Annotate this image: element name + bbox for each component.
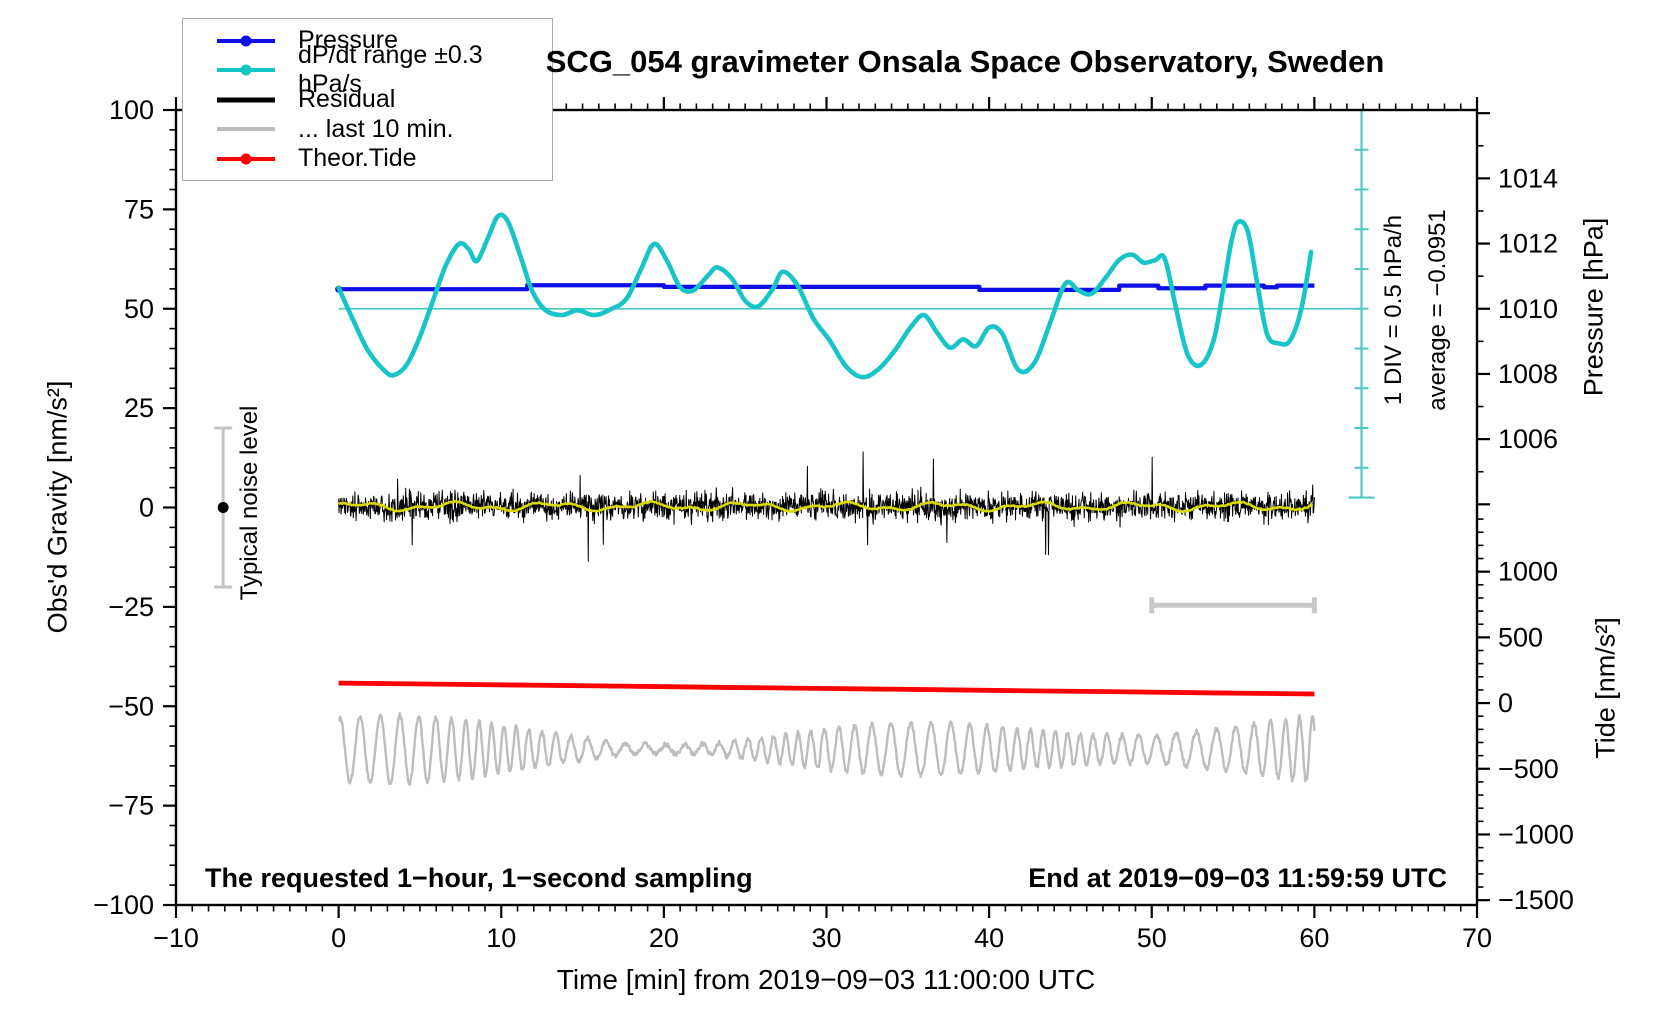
average-annotation: average = −0.0951 xyxy=(1424,209,1451,411)
tide-axis-tick-label: −500 xyxy=(1498,754,1559,784)
left-axis-tick-label: 25 xyxy=(124,393,154,423)
series-dpdt xyxy=(336,212,1314,380)
tide-axis-tick-label: 1000 xyxy=(1498,557,1558,587)
legend-dot-icon xyxy=(240,35,252,47)
left-axis-tick-label: −75 xyxy=(108,791,154,821)
x-axis-tick-label: 30 xyxy=(811,923,841,953)
legend-item: Theor.Tide xyxy=(183,144,552,174)
tide-axis-label: Tide [nm/s²] xyxy=(1590,617,1621,759)
tide-axis-tick-label: 500 xyxy=(1498,622,1543,652)
tide-axis-tick-label: 0 xyxy=(1498,688,1513,718)
pressure-axis-tick-label: 1012 xyxy=(1498,229,1558,259)
x-axis-tick-label: −10 xyxy=(153,923,199,953)
series-theor-tide xyxy=(338,680,1315,697)
legend-swatch-line-icon xyxy=(217,94,275,106)
pressure-axis-tick-label: 1006 xyxy=(1498,424,1558,454)
legend-item-label: Residual xyxy=(298,85,396,114)
x-axis-label: Time [min] from 2019−09−03 11:00:00 UTC xyxy=(556,964,1096,995)
noise-level-dot xyxy=(217,502,229,513)
left-axis-label: Obs'd Gravity [nm/s²] xyxy=(42,380,73,634)
chart-title: SCG_054 gravimeter Onsala Space Observat… xyxy=(545,44,1385,79)
legend-swatch-line-icon xyxy=(217,64,275,76)
end-time-annotation: End at 2019−09−03 11:59:59 UTC xyxy=(1028,863,1447,893)
series-last10 xyxy=(337,711,1316,786)
x-axis-tick-label: 0 xyxy=(331,923,346,953)
noise-level-label: Typical noise level xyxy=(236,405,263,601)
legend-item-label: Theor.Tide xyxy=(298,144,417,173)
left-axis-tick-label: 0 xyxy=(139,493,154,523)
series-pressure xyxy=(338,283,1315,292)
series-residual-smoothed xyxy=(337,499,1314,514)
tide-axis-tick-label: −1000 xyxy=(1498,819,1574,849)
pressure-axis-tick-label: 1008 xyxy=(1498,359,1558,389)
legend-item-label: ... last 10 min. xyxy=(298,114,454,143)
legend-dot-icon xyxy=(240,64,252,76)
legend-swatch-line-icon xyxy=(217,123,275,135)
legend-swatch-line-icon xyxy=(217,153,275,165)
legend-item-label: dP/dt range ±0.3 hPa/s xyxy=(298,41,483,99)
legend-box: Pressure dP/dt range ±0.3 hPa/s Residual..… xyxy=(182,18,553,181)
left-axis-tick-label: 75 xyxy=(124,194,154,224)
sampling-annotation: The requested 1−hour, 1−second sampling xyxy=(205,863,753,893)
x-axis-tick-label: 70 xyxy=(1462,923,1492,953)
legend-item-label: Pressure xyxy=(298,26,399,55)
x-axis-tick-label: 20 xyxy=(649,923,679,953)
series-residual xyxy=(338,451,1315,562)
pressure-axis-tick-label: 1010 xyxy=(1498,294,1558,324)
x-axis-tick-label: 50 xyxy=(1137,923,1167,953)
left-axis-tick-label: 50 xyxy=(124,294,154,324)
tide-axis-tick-label: −1500 xyxy=(1498,885,1574,915)
x-axis-tick-label: 60 xyxy=(1299,923,1329,953)
x-axis-tick-label: 40 xyxy=(974,923,1004,953)
div-scale-annotation: 1 DIV = 0.5 hPa/h xyxy=(1380,214,1407,406)
left-axis-tick-label: 100 xyxy=(109,95,154,125)
left-axis-tick-label: −25 xyxy=(108,592,154,622)
legend-item: dP/dt range ±0.3 hPa/s xyxy=(183,41,552,98)
pressure-axis-label: Pressure [hPa] xyxy=(1578,217,1609,397)
legend-item: Pressure xyxy=(183,26,552,56)
x-axis-tick-label: 10 xyxy=(486,923,516,953)
legend-dot-icon xyxy=(240,153,252,165)
legend-item: Residual xyxy=(183,85,552,115)
legend-item: ... last 10 min. xyxy=(183,115,552,145)
pressure-axis-tick-label: 1014 xyxy=(1498,163,1558,193)
left-axis-tick-label: −50 xyxy=(108,691,154,721)
legend-swatch-line-icon xyxy=(217,35,275,47)
left-axis-tick-label: −100 xyxy=(93,890,154,920)
